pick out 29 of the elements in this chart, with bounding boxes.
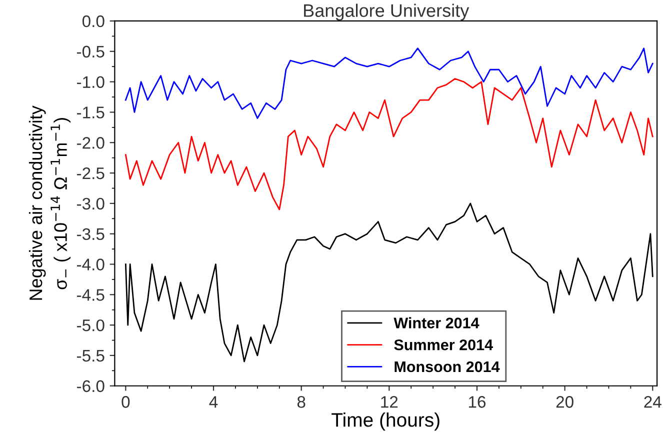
text: Negative air conductivity σ$_{−}$ ( x10$^{−14}$ Ω$^{−1}$m$^{−1}$) (28, 106, 71, 300)
y-tick-label: -2.5 (77, 167, 104, 180)
x-tick-label: 24 (644, 396, 662, 408)
y-tick-label: -4.5 (77, 289, 104, 301)
legend-label: Summer 2014 (394, 339, 493, 350)
line-series (124, 78, 654, 210)
x-axis-title: Time (hours) (332, 412, 440, 431)
y-tick-label: -5.0 (77, 319, 104, 332)
y-tick-label: -0.5 (77, 46, 104, 58)
y-tick-label: -4.0 (77, 258, 104, 270)
y-tick-label: -3.0 (77, 198, 104, 210)
line-series (124, 202, 654, 362)
y-tick-label: -1.0 (77, 76, 104, 88)
y-tick-label: -2.0 (77, 137, 104, 149)
y-tick-label: -5.5 (77, 350, 104, 362)
x-tick-label: 12 (381, 396, 398, 408)
x-tick-label: 20 (556, 396, 574, 408)
legend-label: Winter 2014 (394, 317, 480, 328)
y-tick-label: 0.0 (82, 15, 104, 28)
x-tick-label: 4 (209, 396, 218, 408)
x-tick-label: 8 (297, 396, 306, 408)
line-series (124, 48, 654, 119)
y-tick-label: -3.5 (77, 228, 104, 240)
x-tick-label: 16 (468, 396, 486, 408)
y-tick-label: -1.5 (77, 106, 104, 118)
chart-title: Bangalore University (304, 4, 470, 21)
y-tick-label: -6.0 (77, 380, 104, 392)
legend-label: Monsoon 2014 (394, 361, 500, 372)
x-tick-label: 0 (122, 396, 130, 408)
